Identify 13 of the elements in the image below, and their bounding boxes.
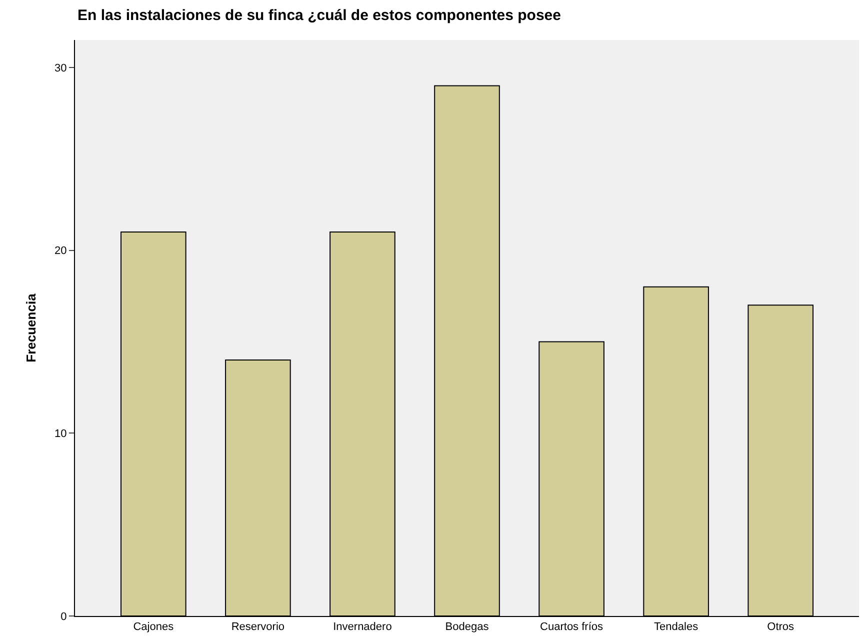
y-tick-label: 30 xyxy=(54,62,67,74)
y-tick-label: 20 xyxy=(54,245,67,258)
x-tick-label: Reservorio xyxy=(231,621,285,634)
x-tick-label: Tendales xyxy=(654,621,699,634)
x-tick-label: Cajones xyxy=(133,621,174,634)
chart-title: En las instalaciones de su finca ¿cuál de estos componentes posee xyxy=(77,7,561,24)
y-axis-title: Frecuencia xyxy=(24,292,38,362)
x-tick-label: Invernadero xyxy=(333,621,392,634)
y-tick-label: 10 xyxy=(54,428,67,440)
x-tick-label: Bodegas xyxy=(445,621,490,634)
x-tick-label: Cuartos fríos xyxy=(540,621,604,634)
x-tick-label: Otros xyxy=(767,621,795,634)
y-tick-label: 0 xyxy=(60,610,67,623)
